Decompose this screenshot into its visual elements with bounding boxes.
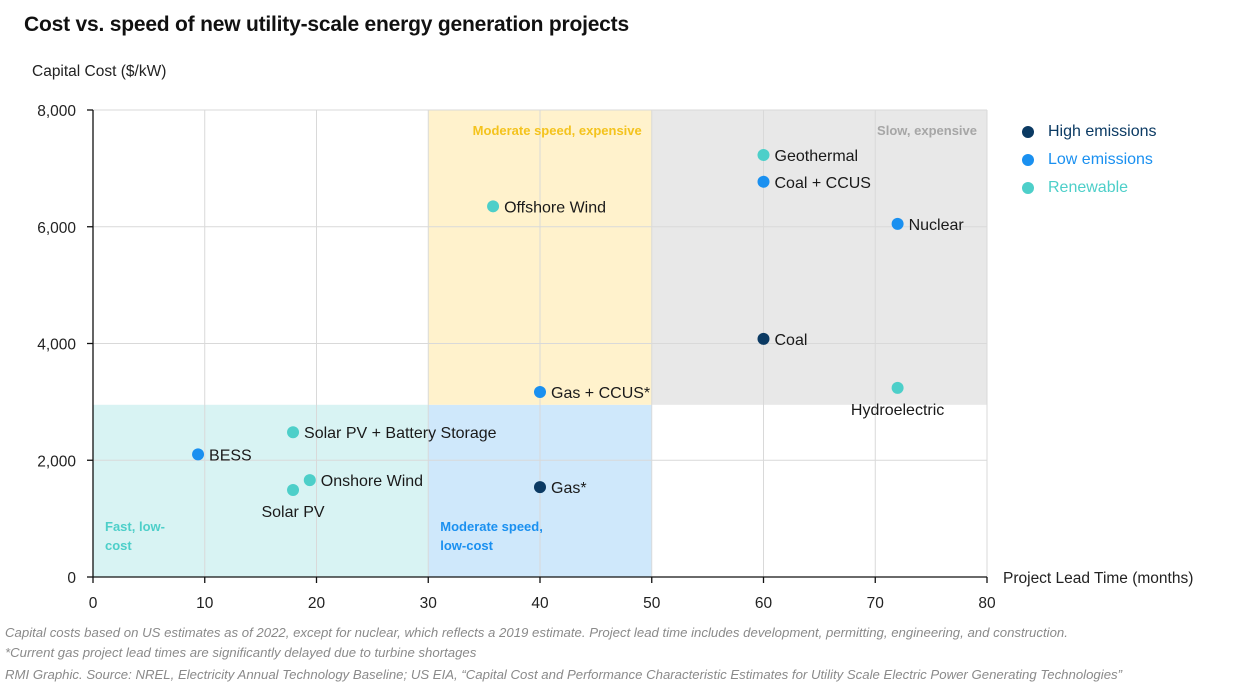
footnote-gas: *Current gas project lead times are sign… [5, 645, 477, 660]
data-point-low [757, 175, 770, 188]
region-label: Moderate speed, expensive [473, 123, 642, 138]
legend-dot-icon [1022, 126, 1034, 138]
x-tick-label: 80 [978, 595, 996, 612]
data-point-high [534, 481, 546, 494]
region-slow-expensive [651, 110, 987, 405]
region-label: low-cost [440, 538, 493, 553]
legend-label: Renewable [1048, 179, 1129, 196]
region-labels: Fast, low-cost Moderate speed, low-cost Mod… [105, 123, 977, 553]
axes: 0 10 20 30 40 50 60 70 80 0 2,000 4,000 6,000 8,000 [37, 103, 996, 612]
legend-item-renewable: Renewable [1022, 174, 1156, 202]
data-label: Nuclear [909, 217, 965, 234]
data-point-low [534, 385, 546, 398]
data-point-renewable [487, 200, 500, 213]
gridlines [93, 109, 988, 577]
x-tick-label: 60 [755, 595, 773, 612]
data-label: Coal [775, 332, 808, 349]
data-points: Gas* Coal BESS Gas + CCUS* Coal + CCUS Nuclea… [192, 148, 964, 521]
x-tick-label: 10 [196, 595, 214, 612]
data-label: Onshore Wind [321, 473, 423, 490]
data-label: Solar PV [261, 504, 324, 521]
data-point-renewable [891, 381, 904, 394]
data-point-renewable [287, 484, 300, 497]
y-tick-label: 2,000 [37, 453, 76, 470]
x-tick-label: 50 [643, 595, 661, 612]
data-point-high [757, 332, 770, 345]
data-point-low [192, 448, 205, 461]
region-label: cost [105, 538, 132, 553]
x-tick-label: 30 [420, 595, 438, 612]
data-point-renewable [303, 474, 316, 487]
region-label: Fast, low- [105, 519, 165, 534]
x-tick-label: 40 [531, 595, 549, 612]
data-point-renewable [287, 426, 300, 439]
legend-item-low: Low emissions [1022, 146, 1156, 174]
y-tick-label: 8,000 [37, 103, 76, 120]
data-label: Gas + CCUS* [551, 385, 650, 402]
footnote-source: RMI Graphic. Source: NREL, Electricity A… [5, 667, 1123, 682]
data-label: Offshore Wind [504, 199, 606, 216]
legend-label: High emissions [1048, 123, 1157, 140]
region-fast-low-cost [93, 404, 429, 577]
x-tick-label: 70 [867, 595, 885, 612]
y-tick-label: 0 [67, 570, 76, 587]
data-label: Solar PV + Battery Storage [304, 425, 497, 442]
y-tick-label: 4,000 [37, 337, 76, 354]
legend-label: Low emissions [1048, 151, 1153, 168]
y-tick-label: 6,000 [37, 220, 76, 237]
legend-dot-icon [1022, 154, 1034, 166]
y-axis-label: Capital Cost ($/kW) [32, 63, 167, 80]
x-axis-label: Project Lead Time (months) [1003, 570, 1193, 587]
legend: High emissions Low emissions Renewable [1022, 118, 1156, 202]
data-label: Coal + CCUS [775, 175, 871, 192]
data-label: Hydroelectric [851, 402, 944, 419]
legend-item-high: High emissions [1022, 118, 1156, 146]
legend-dot-icon [1022, 182, 1034, 194]
footnote-methodology: Capital costs based on US estimates as o… [5, 625, 1068, 640]
data-label: BESS [209, 447, 252, 464]
data-point-low [891, 217, 904, 230]
region-label: Slow, expensive [877, 123, 977, 138]
data-point-renewable [757, 148, 770, 161]
x-tick-label: 20 [308, 595, 326, 612]
region-label: Moderate speed, [440, 519, 543, 534]
x-tick-label: 0 [89, 595, 98, 612]
data-label: Gas* [551, 480, 587, 497]
chart-title: Cost vs. speed of new utility-scale ener… [24, 13, 629, 36]
data-label: Geothermal [775, 148, 859, 165]
